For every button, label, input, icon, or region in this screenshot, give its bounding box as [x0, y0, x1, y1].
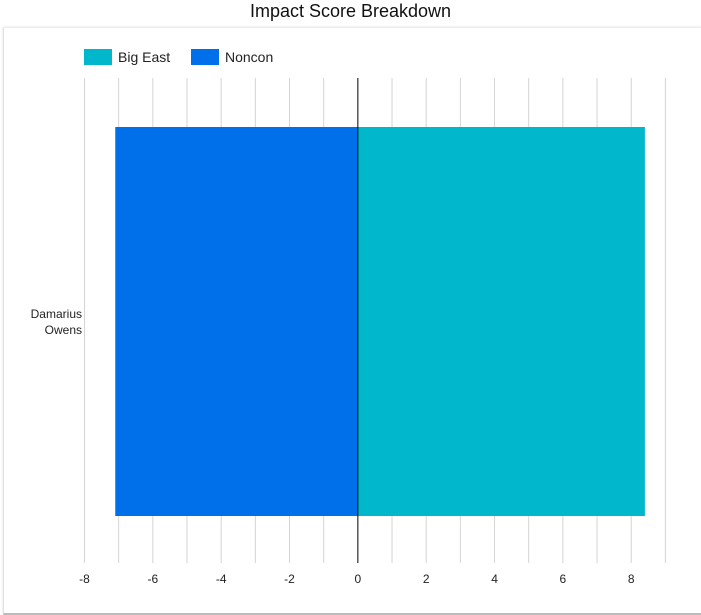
legend-label: Big East — [118, 49, 171, 65]
x-tick-label: -2 — [284, 572, 295, 586]
x-tick-label: 2 — [423, 572, 430, 586]
chart-frame — [3, 27, 701, 615]
bar-noncon — [115, 127, 358, 516]
legend-item-big-east[interactable]: Big East — [84, 49, 170, 65]
category-label: Damarius Owens — [30, 307, 82, 337]
x-tick-label: 6 — [560, 572, 567, 586]
x-tick-label: 0 — [355, 572, 362, 586]
x-tick-label: -6 — [148, 572, 159, 586]
x-tick-label: -4 — [216, 572, 227, 586]
chart-title: Impact Score Breakdown — [249, 1, 452, 21]
x-tick-label: 8 — [628, 572, 635, 586]
legend-swatch — [84, 49, 112, 65]
x-tick-label: 4 — [491, 572, 498, 586]
bar-big-east — [357, 127, 645, 516]
legend-swatch — [191, 49, 219, 65]
x-tick-label: -8 — [79, 572, 90, 586]
legend-label: Noncon — [225, 49, 274, 65]
legend-item-noncon[interactable]: Noncon — [191, 49, 273, 65]
